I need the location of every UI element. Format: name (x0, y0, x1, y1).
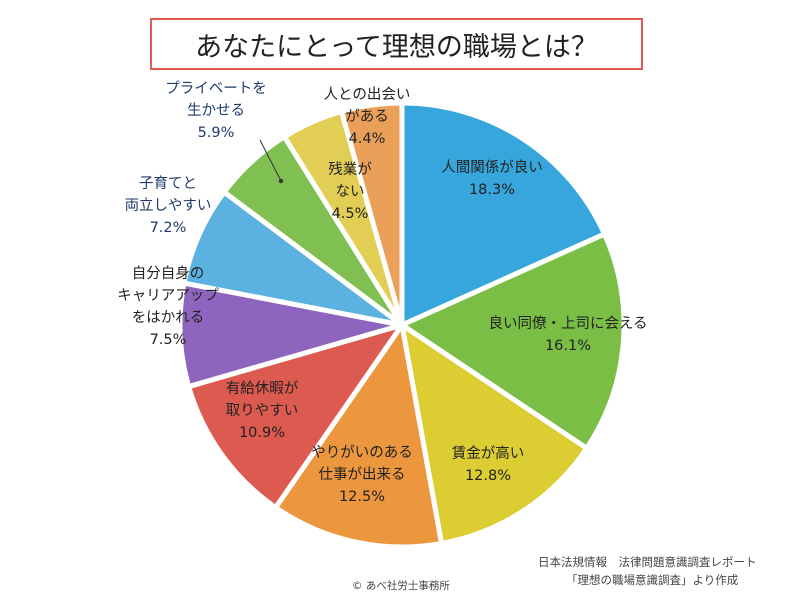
slice-label-line: がある (345, 108, 389, 125)
slice-label-line: 5.9% (198, 125, 235, 141)
slice-label-line: キャリアアップ (117, 287, 219, 304)
slice-label-7: 子育てと両立しやすい 7.2% (125, 175, 212, 236)
slice-label-line: 18.3% (469, 182, 515, 198)
slice-label-line: 生かせる (187, 102, 245, 119)
slice-label-line: 12.8% (465, 468, 511, 484)
slice-label-line: 仕事が出来る (319, 466, 406, 483)
slice-label-10: 人との出会いがある 4.4% (324, 86, 411, 147)
slice-label-line: 7.2% (150, 220, 187, 236)
pie-slice-10 (338, 100, 405, 328)
leader-line (259, 139, 282, 182)
slice-label-line: 残業が (328, 161, 372, 178)
slice-label-3: 賃金が高い 12.8% (452, 445, 525, 484)
slice-label-line: 人との出会い (324, 86, 411, 103)
slice-label-line: 12.5% (339, 489, 385, 505)
slice-label-line: 賃金が高い (452, 445, 525, 462)
pie-slice-3 (399, 322, 590, 546)
slice-label-line: 4.5% (332, 206, 369, 222)
slice-label-line: 良い同僚・上司に会える (488, 315, 647, 332)
slice-label-1: 人間関係が良い 18.3% (441, 159, 543, 198)
slice-label-line: やりがいのある (311, 444, 413, 461)
slice-label-line: をはかれる (132, 309, 205, 326)
source-line-1: 日本法規情報 法律問題意識調査レポート (538, 555, 757, 569)
chart-title-box: あなたにとって理想の職場とは？ (150, 18, 643, 70)
slice-label-line: 自分自身の (132, 265, 205, 282)
slice-label-6: 自分自身のキャリアアップをはかれる 7.5% (117, 265, 219, 348)
pie-slice-4 (273, 322, 445, 550)
slice-label-line: 人間関係が良い (441, 159, 543, 176)
slice-label-9: 残業がない 4.5% (328, 161, 372, 222)
chart-title: あなたにとって理想の職場とは？ (195, 31, 598, 63)
source-line-2: 「理想の職場意識調査」より作成 (566, 573, 739, 587)
slice-label-line: ない (336, 183, 365, 200)
leader-dot (278, 178, 284, 184)
slice-label-line: 16.1% (545, 338, 591, 354)
slice-label-5: 有給休暇が取りやすい 10.9% (226, 380, 299, 441)
slice-label-4: やりがいのある仕事が出来る 12.5% (311, 444, 413, 505)
slice-label-2: 良い同僚・上司に会える 16.1% (488, 315, 647, 354)
slice-label-8: プライベートを生かせる 5.9% (165, 80, 267, 141)
slice-label-line: 有給休暇が (226, 380, 299, 397)
pie-slice-5 (186, 322, 405, 511)
pie-slice-1 (399, 100, 608, 328)
pie-slice-2 (399, 231, 627, 451)
slice-label-line: プライベートを (165, 80, 267, 97)
slice-label-line: 子育てと (139, 175, 197, 192)
slice-label-line: 両立しやすい (125, 197, 212, 214)
slice-label-line: 取りやすい (226, 402, 299, 419)
copyright-notice: © あべ社労士事務所 (352, 580, 450, 592)
slice-label-line: 4.4% (349, 131, 386, 147)
slice-label-line: 10.9% (239, 425, 285, 441)
slice-label-line: 7.5% (150, 332, 187, 348)
